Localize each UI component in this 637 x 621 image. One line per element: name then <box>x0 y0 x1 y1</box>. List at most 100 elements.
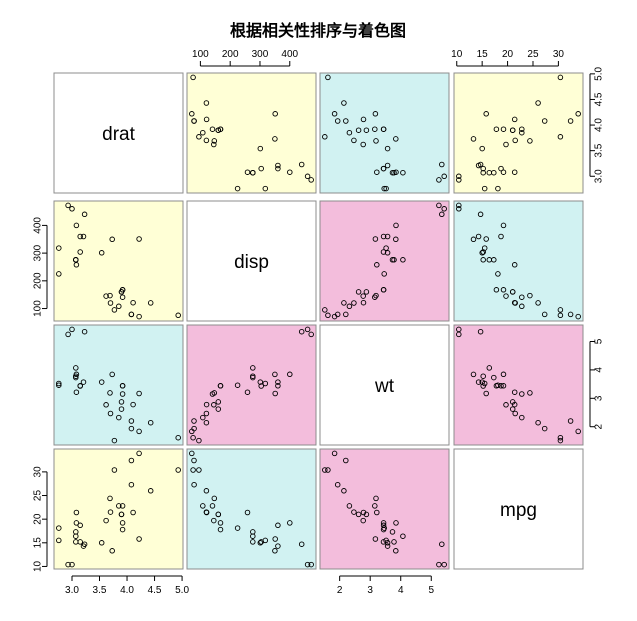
data-point <box>211 517 217 524</box>
data-point <box>203 137 210 144</box>
data-point <box>136 536 142 542</box>
panel-drat-vs-disp <box>186 72 317 194</box>
data-point <box>373 292 379 299</box>
data-point <box>493 287 500 293</box>
data-point <box>69 326 75 333</box>
data-point <box>509 406 516 412</box>
data-point <box>495 185 501 192</box>
data-point <box>384 543 391 549</box>
panel-disp-vs-wt <box>319 200 450 322</box>
data-point <box>498 233 504 240</box>
data-point <box>73 529 79 535</box>
data-point <box>331 450 338 457</box>
tick-label: 5.0 <box>175 585 189 596</box>
data-point <box>557 434 564 441</box>
panel-frame <box>186 72 317 194</box>
data-point <box>343 311 349 318</box>
data-point <box>512 137 518 144</box>
data-point <box>519 129 525 136</box>
panel-background <box>54 73 183 193</box>
panel-background <box>454 73 583 193</box>
tick-label: 3.0 <box>65 585 79 596</box>
data-point <box>191 457 197 464</box>
data-point <box>147 419 154 426</box>
data-point <box>98 250 105 256</box>
panel-frame <box>53 324 184 446</box>
data-point <box>441 206 447 212</box>
tick-label: 20 <box>502 49 514 60</box>
data-point <box>334 481 341 488</box>
data-point <box>209 126 216 132</box>
data-point <box>73 509 80 516</box>
data-point <box>191 481 197 488</box>
data-point <box>130 299 136 306</box>
data-point <box>384 145 391 152</box>
data-point <box>308 331 314 338</box>
data-point <box>109 371 115 378</box>
data-point <box>557 437 564 444</box>
data-point <box>80 379 87 385</box>
data-point <box>244 389 251 395</box>
data-point <box>98 540 105 546</box>
data-point <box>272 390 278 397</box>
data-point <box>436 202 442 209</box>
tick-label: 3.0 <box>594 169 605 183</box>
tick-label: 3 <box>367 585 373 596</box>
data-point <box>211 495 218 502</box>
data-point <box>373 138 379 144</box>
data-point <box>384 233 391 240</box>
data-point <box>107 300 114 306</box>
data-point <box>56 271 62 277</box>
data-point <box>575 313 581 320</box>
data-point <box>118 406 125 412</box>
data-point <box>498 165 504 172</box>
panel-frame <box>319 72 450 194</box>
panel-frame <box>453 200 584 322</box>
data-point <box>203 100 210 106</box>
data-point <box>215 511 222 518</box>
panel-mpg-vs-drat <box>53 448 184 570</box>
data-point <box>334 311 341 318</box>
data-point <box>203 401 210 408</box>
data-point <box>258 539 264 545</box>
data-point <box>470 136 477 142</box>
data-point <box>479 250 485 256</box>
data-point <box>470 371 477 378</box>
data-point <box>372 236 379 242</box>
data-point <box>217 526 224 533</box>
data-point <box>209 503 216 509</box>
panel-frame <box>453 448 584 570</box>
data-point <box>439 211 445 218</box>
tick-label: 2 <box>594 424 605 430</box>
data-point <box>475 379 482 385</box>
data-point <box>217 126 224 132</box>
panel-background <box>320 201 449 321</box>
data-point <box>116 503 122 509</box>
data-point <box>107 390 113 396</box>
tick-label: 4.0 <box>120 585 134 596</box>
panel-background <box>187 201 316 321</box>
tick-label: 3 <box>594 395 605 401</box>
data-point <box>480 257 486 263</box>
data-point <box>456 177 462 183</box>
data-point <box>56 380 62 387</box>
data-point <box>500 383 507 389</box>
data-point <box>175 434 181 441</box>
data-point <box>483 390 489 397</box>
tick-label: 100 <box>33 300 44 317</box>
data-point <box>209 391 216 397</box>
data-point <box>73 222 80 229</box>
data-point <box>393 222 399 229</box>
data-point <box>343 457 349 464</box>
data-point <box>519 303 525 310</box>
tick-label: 3.5 <box>594 143 605 157</box>
data-point <box>491 169 497 176</box>
data-point <box>360 299 367 306</box>
tick-label: 4.5 <box>594 92 605 106</box>
data-point <box>191 418 197 424</box>
data-point <box>130 401 136 408</box>
data-point <box>191 118 197 124</box>
data-point <box>360 517 366 524</box>
data-point <box>73 257 79 263</box>
